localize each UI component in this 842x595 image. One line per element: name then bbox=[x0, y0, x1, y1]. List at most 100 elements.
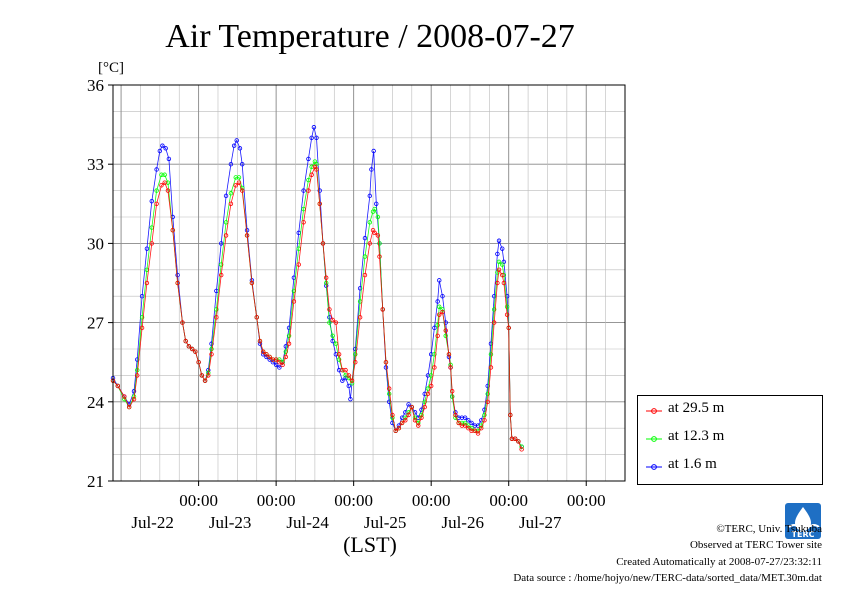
series-point-2 bbox=[340, 378, 345, 383]
series-point-2 bbox=[237, 146, 243, 151]
series-point-0 bbox=[357, 315, 363, 320]
series-point-0 bbox=[432, 365, 437, 370]
series-point-0 bbox=[512, 436, 518, 441]
series-point-1 bbox=[377, 241, 382, 246]
series-point-1 bbox=[330, 333, 335, 338]
series-point-0 bbox=[353, 360, 358, 365]
series-point-2 bbox=[374, 201, 379, 206]
series-point-0 bbox=[482, 418, 487, 423]
series-point-0 bbox=[139, 325, 145, 331]
series-point-2 bbox=[317, 188, 322, 193]
legend-marker-2 bbox=[646, 464, 662, 470]
series-point-2 bbox=[346, 383, 352, 389]
series-point-0 bbox=[264, 352, 269, 357]
series-point-0 bbox=[228, 201, 234, 206]
series-point-1 bbox=[386, 391, 392, 397]
series-point-0 bbox=[399, 420, 405, 426]
series-point-0 bbox=[437, 312, 442, 317]
series-point-0 bbox=[233, 183, 238, 188]
series-point-2 bbox=[362, 235, 368, 241]
y-tick-label: 24 bbox=[87, 393, 105, 412]
series-point-1 bbox=[462, 420, 468, 426]
series-point-0 bbox=[380, 307, 385, 312]
series-point-1 bbox=[443, 333, 448, 338]
series-point-0 bbox=[386, 386, 392, 391]
y-ticks: 21 24 27 30 33 36 bbox=[87, 76, 113, 491]
series-point-2 bbox=[283, 344, 289, 349]
series-point-2 bbox=[149, 198, 154, 204]
series-point-0 bbox=[301, 220, 306, 225]
series-point-1 bbox=[375, 214, 381, 220]
series-point-0 bbox=[488, 365, 494, 370]
footer-observed: Observed at TERC Tower site bbox=[689, 539, 822, 551]
series-point-0 bbox=[390, 412, 395, 418]
series-point-0 bbox=[472, 428, 477, 434]
footer-copyright: ©TERC, Univ. Tsukuba bbox=[716, 523, 822, 535]
series-point-0 bbox=[406, 412, 411, 418]
series-point-0 bbox=[122, 394, 127, 399]
series-point-2 bbox=[437, 278, 442, 283]
series-point-2 bbox=[166, 156, 172, 162]
series-point-2 bbox=[371, 148, 376, 154]
series-point-1 bbox=[154, 188, 159, 193]
series-point-2 bbox=[495, 251, 500, 257]
series-point-1 bbox=[219, 262, 224, 267]
series-point-1 bbox=[336, 357, 342, 362]
series-point-2 bbox=[500, 246, 505, 251]
grid bbox=[113, 85, 625, 481]
series-point-2 bbox=[163, 146, 168, 151]
x-tick-time: 00:00 bbox=[334, 491, 373, 510]
series-point-0 bbox=[115, 383, 121, 389]
legend-marker-0 bbox=[646, 408, 662, 414]
series-point-0 bbox=[367, 241, 373, 246]
series-point-1 bbox=[482, 412, 487, 418]
series-point-1 bbox=[286, 333, 292, 338]
series-point-2 bbox=[314, 135, 319, 140]
series-point-0 bbox=[202, 378, 208, 383]
series-point-1 bbox=[236, 175, 242, 180]
series-point-0 bbox=[336, 352, 342, 357]
series-point-0 bbox=[409, 404, 415, 410]
series-point-2 bbox=[219, 241, 224, 246]
series-point-0 bbox=[267, 354, 272, 360]
series-point-0 bbox=[149, 241, 154, 246]
series-point-0 bbox=[154, 201, 159, 206]
series-point-0 bbox=[306, 188, 311, 193]
series-point-0 bbox=[236, 180, 242, 185]
series-point-0 bbox=[223, 233, 229, 238]
series-point-1 bbox=[504, 304, 510, 309]
series-point-2 bbox=[462, 415, 468, 420]
series-point-2 bbox=[144, 246, 150, 251]
series-point-0 bbox=[330, 317, 335, 323]
series-point-1 bbox=[485, 391, 490, 397]
series-point-0 bbox=[416, 423, 421, 428]
series-point-1 bbox=[291, 288, 297, 294]
series-point-0 bbox=[180, 320, 185, 325]
series-point-0 bbox=[280, 362, 285, 368]
x-tick-time: 00:00 bbox=[412, 491, 451, 510]
series-point-0 bbox=[377, 254, 382, 259]
series-point-1 bbox=[491, 307, 497, 312]
series-point-2 bbox=[496, 238, 502, 243]
series-point-0 bbox=[219, 272, 224, 278]
x-tick-date: Jul-27 bbox=[519, 513, 562, 532]
series-point-1 bbox=[327, 320, 332, 325]
series-point-0 bbox=[214, 315, 219, 320]
x-tick-date: Jul-26 bbox=[441, 513, 484, 532]
series-point-0 bbox=[466, 426, 471, 431]
x-axis-label: (LST) bbox=[343, 532, 397, 557]
series-point-2 bbox=[234, 138, 239, 143]
series-point-1 bbox=[449, 394, 455, 399]
series-point-1 bbox=[422, 399, 427, 404]
series-point-0 bbox=[159, 183, 164, 188]
series-point-0 bbox=[277, 360, 282, 365]
series-point-0 bbox=[135, 373, 140, 378]
series-point-2 bbox=[270, 360, 276, 365]
series-point-2 bbox=[306, 156, 311, 162]
legend-marker-1 bbox=[646, 436, 662, 442]
series-point-2 bbox=[273, 362, 279, 368]
series-point-0 bbox=[456, 420, 461, 426]
series-point-2 bbox=[231, 143, 237, 148]
series-point-0 bbox=[428, 383, 434, 389]
series-point-0 bbox=[196, 360, 201, 365]
